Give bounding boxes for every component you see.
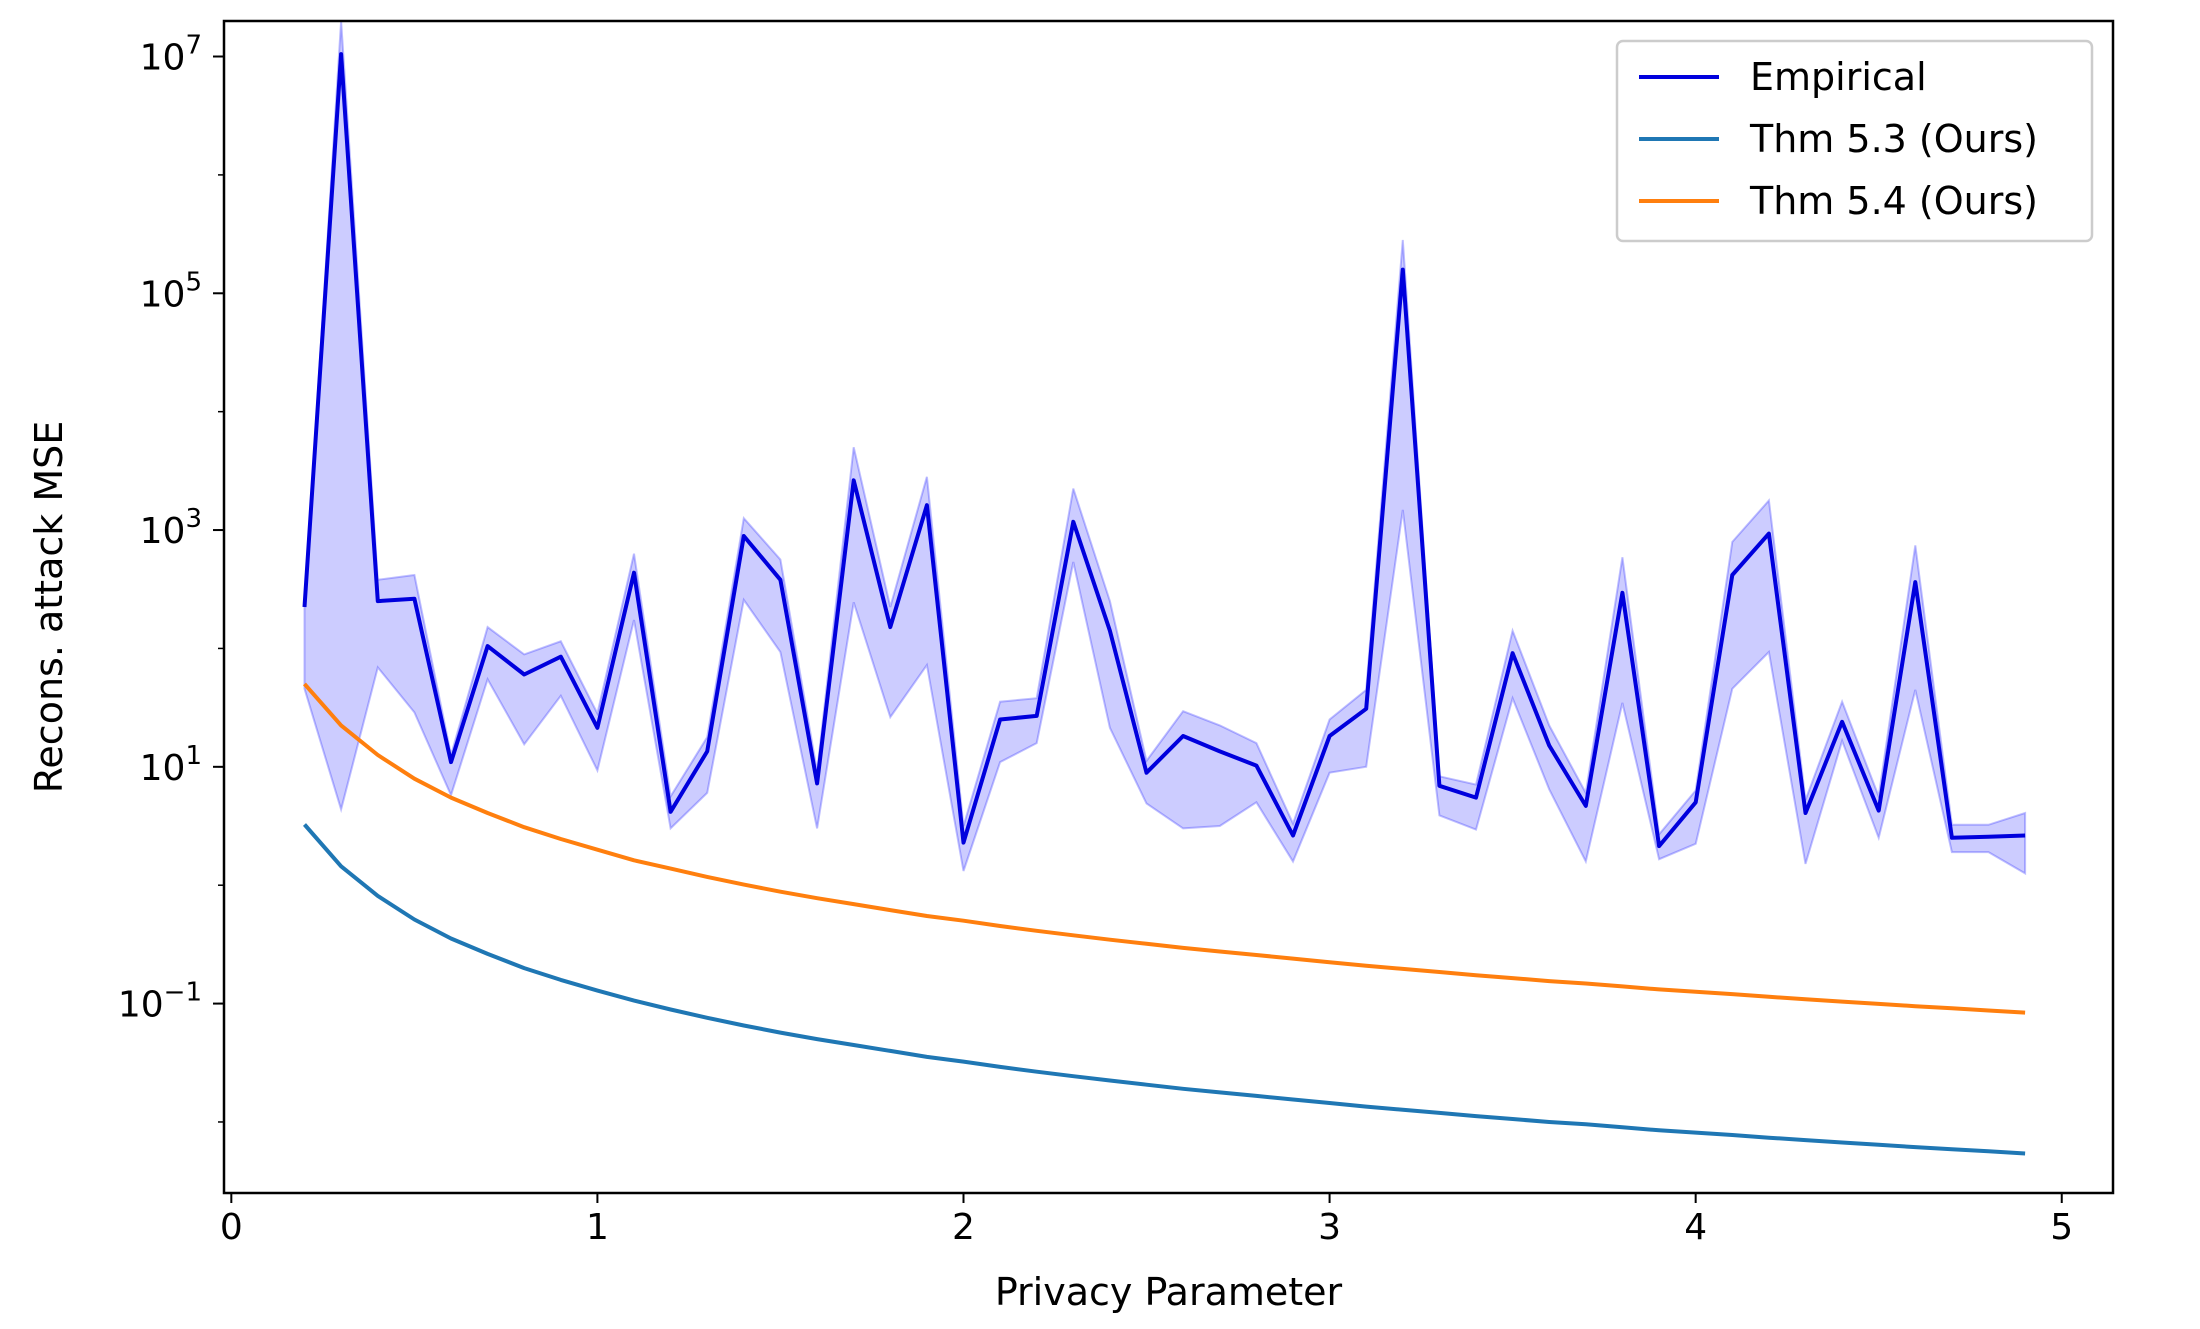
x-axis-ticks: 0 1 2 3 4 5	[220, 1193, 2073, 1248]
legend-label: Empirical	[1750, 55, 1927, 99]
legend: Empirical Thm 5.3 (Ours) Thm 5.4 (Ours)	[1615, 39, 2094, 243]
x-tick-label: 2	[952, 1207, 975, 1248]
x-tick-label: 5	[2050, 1207, 2073, 1248]
series-line-thm-5-4-ours	[303, 682, 2026, 1015]
y-tick-label: 107	[140, 31, 202, 79]
x-tick-label: 0	[220, 1207, 243, 1248]
y-axis-ticks: 10−1 101 103 105 107	[118, 31, 224, 1123]
series-layer	[302, 52, 2026, 1156]
series-line-thm-5-3-ours	[302, 823, 2026, 1156]
series-line-empirical	[302, 52, 2026, 849]
x-tick-label: 4	[1684, 1207, 1707, 1248]
y-tick-label: 10−1	[118, 978, 202, 1026]
x-tick-label: 1	[586, 1207, 609, 1248]
y-tick-label: 101	[140, 741, 202, 789]
legend-item: Empirical	[1639, 55, 1927, 99]
plot-area-frame	[222, 19, 2115, 1195]
y-tick-label: 105	[140, 267, 202, 315]
legend-item: Thm 5.3 (Ours)	[1639, 117, 2038, 161]
y-tick-label: 103	[140, 504, 202, 552]
legend-box	[1615, 39, 2094, 243]
empirical-confidence-band	[303, 20, 2027, 876]
legend-label: Thm 5.3 (Ours)	[1749, 117, 2038, 161]
y-axis-label: Recons. attack MSE	[27, 421, 71, 794]
x-tick-label: 3	[1318, 1207, 1341, 1248]
legend-label: Thm 5.4 (Ours)	[1749, 179, 2038, 223]
x-axis-label: Privacy Parameter	[995, 1270, 1343, 1314]
legend-item: Thm 5.4 (Ours)	[1639, 179, 2038, 223]
confidence-band-layer	[303, 20, 2027, 876]
